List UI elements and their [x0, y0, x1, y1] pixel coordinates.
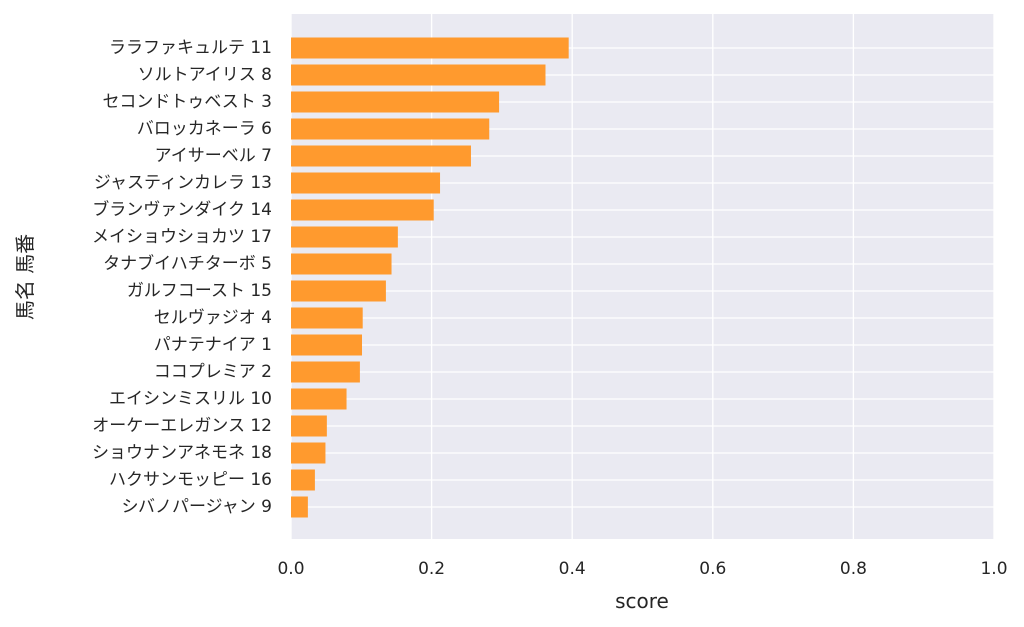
bar — [291, 361, 360, 383]
y-tick-label: セコンドトゥベスト 3 — [102, 92, 272, 112]
bar — [291, 496, 308, 518]
bar — [291, 172, 441, 194]
y-tick-label: ガルフコースト 15 — [127, 281, 272, 301]
y-tick-label: オーケーエレガンス 12 — [92, 416, 272, 436]
x-tick-label: 0.4 — [559, 559, 586, 579]
y-tick-label: ジャスティンカレラ 13 — [94, 173, 272, 193]
y-tick-label: バロッカネーラ 6 — [137, 119, 272, 139]
bar — [291, 253, 392, 275]
bars — [291, 37, 569, 518]
x-tick-label: 0.6 — [699, 559, 726, 579]
bar — [291, 469, 315, 491]
y-tick-label: ブランヴァンダイク 14 — [92, 199, 272, 220]
x-tick-label: 0.8 — [840, 559, 867, 579]
y-tick-label: タナブイハチターボ 5 — [103, 253, 272, 274]
y-tick-label: メイショウショカツ 17 — [92, 227, 272, 247]
bar — [291, 334, 363, 356]
bar — [291, 442, 326, 464]
bar — [291, 91, 500, 113]
x-tick-label: 0.2 — [418, 559, 445, 579]
y-tick-label: ココプレミア 2 — [154, 362, 272, 382]
bar — [291, 280, 386, 302]
bar — [291, 199, 434, 221]
bar — [291, 37, 569, 59]
y-tick-label: エイシンミスリル 10 — [109, 389, 272, 409]
x-tick-labels: 0.0 0.2 0.4 0.6 0.8 1.0 — [277, 559, 1007, 579]
x-axis-title: score — [615, 589, 669, 613]
y-tick-label: シバノパージャン 9 — [121, 497, 272, 517]
y-tick-label: ハクサンモッピー 16 — [109, 470, 272, 490]
bar — [291, 307, 363, 329]
bar — [291, 118, 490, 140]
y-tick-label: ララファキュルテ 11 — [109, 38, 272, 58]
y-tick-labels: ララファキュルテ 11 ソルトアイリス 8 セコンドトゥベスト 3 バロッカネーラ 6… — [92, 38, 272, 517]
bar — [291, 145, 471, 167]
y-tick-label: パナテナイア 1 — [154, 335, 272, 355]
x-tick-label: 0.0 — [277, 559, 304, 579]
y-tick-label: セルヴァジオ 4 — [154, 308, 272, 328]
bar — [291, 388, 347, 410]
y-tick-label: アイサーベル 7 — [155, 146, 272, 166]
y-tick-label: ショウナンアネモネ 18 — [92, 443, 272, 463]
x-tick-label: 1.0 — [980, 559, 1007, 579]
bar — [291, 415, 327, 437]
y-axis-title: 馬名 馬番 — [13, 234, 37, 320]
bar — [291, 226, 398, 248]
y-tick-label: ソルトアイリス 8 — [138, 65, 272, 85]
bar — [291, 64, 546, 86]
